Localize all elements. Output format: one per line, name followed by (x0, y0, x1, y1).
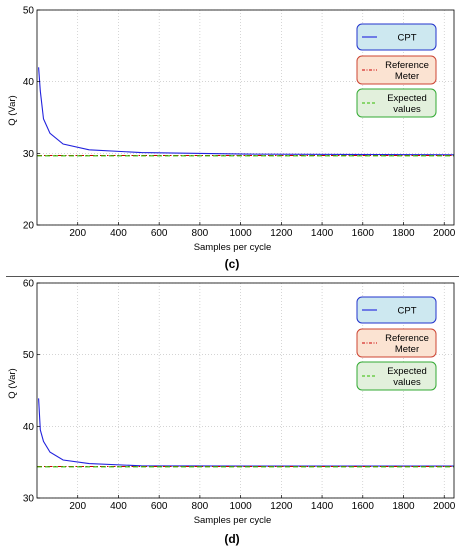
x-tick-label: 1000 (229, 501, 252, 512)
y-tick-label: 40 (23, 422, 35, 433)
x-tick-label: 1600 (352, 501, 375, 512)
x-tick-label: 600 (151, 228, 168, 239)
legend-label: Expected (387, 366, 427, 377)
panel-divider (6, 276, 459, 277)
legend-entry-cpt: CPT (356, 296, 437, 324)
plot-frame (36, 9, 455, 226)
x-tick-label: 200 (69, 501, 86, 512)
legend-box (356, 361, 437, 391)
x-tick-label: 1200 (270, 228, 293, 239)
legend-label: Reference (385, 333, 429, 344)
legend-label: values (393, 104, 421, 115)
legend-label: CPT (398, 306, 417, 317)
legend-box (356, 328, 437, 358)
x-tick-label: 600 (151, 501, 168, 512)
y-tick-label: 40 (23, 77, 35, 88)
series-line-cpt (38, 398, 454, 467)
y-axis-label: Q (Var) (7, 95, 18, 125)
legend-label: Reference (385, 60, 429, 71)
legend-label: CPT (398, 33, 417, 44)
x-tick-label: 1400 (311, 501, 334, 512)
x-tick-label: 1000 (229, 228, 252, 239)
panel-caption: (d) (224, 532, 239, 546)
x-tick-label: 1800 (392, 501, 415, 512)
x-tick-label: 800 (192, 228, 209, 239)
x-tick-label: 400 (110, 501, 127, 512)
y-tick-label: 60 (23, 279, 35, 290)
x-axis-label: Samples per cycle (194, 242, 272, 253)
y-tick-label: 30 (23, 494, 35, 505)
x-tick-label: 800 (192, 501, 209, 512)
legend-label: Expected (387, 93, 427, 104)
x-tick-label: 400 (110, 228, 127, 239)
legend-entry-cpt: CPT (356, 23, 437, 51)
x-axis-label: Samples per cycle (194, 515, 272, 526)
x-tick-label: 200 (69, 228, 86, 239)
chart-panel-d: 200 400 600 800 1000 1200 1400 1600 1800 2000 30 40… (7, 279, 456, 547)
x-tick-label: 1200 (270, 501, 293, 512)
x-tick-label: 1400 (311, 228, 334, 239)
chart-panel-c: 200 400 600 800 1000 1200 1400 1600 1800 2000 20 30… (7, 6, 456, 272)
legend-label: values (393, 377, 421, 388)
x-tick-label: 1800 (392, 228, 415, 239)
legend-label: Meter (395, 71, 419, 82)
panel-caption: (c) (225, 257, 240, 271)
x-tick-label: 2000 (433, 228, 456, 239)
y-tick-label: 50 (23, 350, 35, 361)
series-line-cpt (38, 67, 455, 156)
x-tick-label: 2000 (433, 501, 456, 512)
legend-label: Meter (395, 344, 419, 355)
y-tick-label: 20 (23, 221, 35, 232)
y-axis-label: Q (Var) (7, 368, 18, 398)
y-tick-label: 50 (23, 6, 35, 17)
legend-box (356, 296, 437, 324)
legend-box (356, 88, 437, 118)
legend-box (356, 23, 437, 51)
plot-frame (36, 282, 455, 499)
legend-box (356, 55, 437, 85)
x-tick-label: 1600 (352, 228, 375, 239)
y-tick-label: 30 (23, 149, 35, 160)
